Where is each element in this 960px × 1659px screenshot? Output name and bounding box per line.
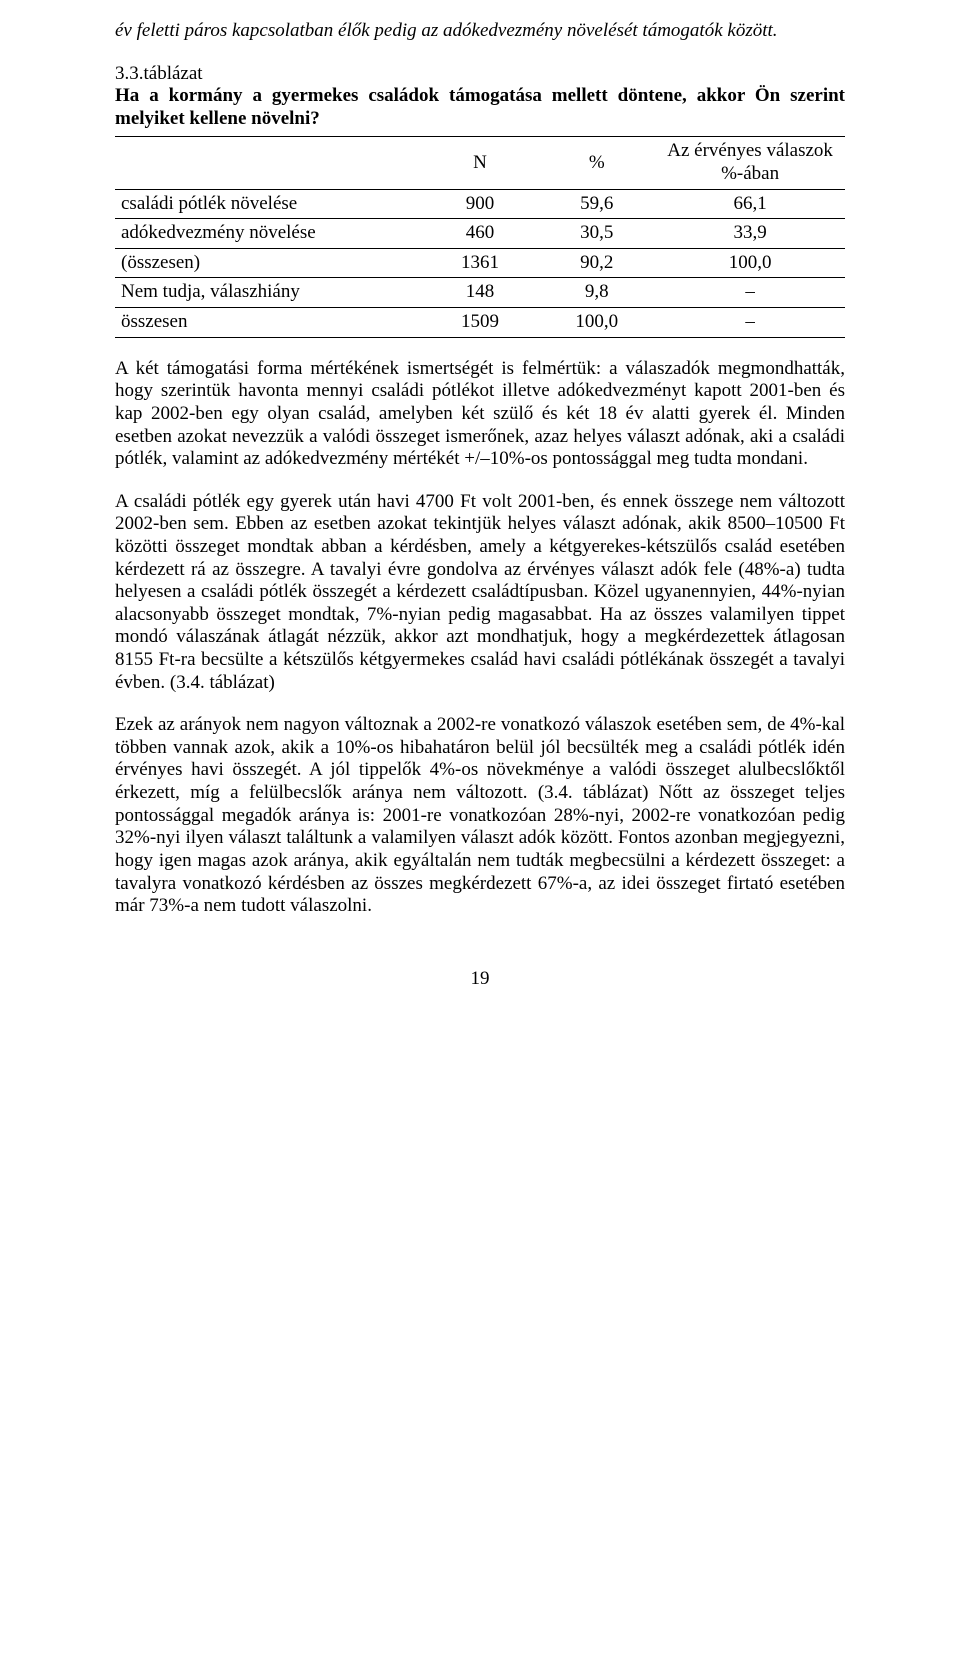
cell-pct: 30,5 bbox=[538, 219, 655, 249]
page-number: 19 bbox=[115, 968, 845, 991]
cell-pct: 90,2 bbox=[538, 248, 655, 278]
table-title: Ha a kormány a gyermekes családok támoga… bbox=[115, 85, 845, 130]
cell-pct: 100,0 bbox=[538, 308, 655, 338]
cell-pct: 9,8 bbox=[538, 278, 655, 308]
cell-label: (összesen) bbox=[115, 248, 422, 278]
cell-valid: – bbox=[655, 308, 845, 338]
paragraph-1: A két támogatási forma mértékének ismert… bbox=[115, 358, 845, 471]
table-row: adókedvezmény növelése 460 30,5 33,9 bbox=[115, 219, 845, 249]
th-valid: Az érvényes válaszok %-ában bbox=[655, 137, 845, 189]
paragraph-3: Ezek az arányok nem nagyon változnak a 2… bbox=[115, 714, 845, 917]
cell-valid: 33,9 bbox=[655, 219, 845, 249]
table-label: 3.3.táblázat bbox=[115, 63, 845, 86]
table-row: Nem tudja, válaszhiány 148 9,8 – bbox=[115, 278, 845, 308]
th-n: N bbox=[422, 137, 539, 189]
th-blank bbox=[115, 137, 422, 189]
table-row: családi pótlék növelése 900 59,6 66,1 bbox=[115, 189, 845, 219]
cell-valid: – bbox=[655, 278, 845, 308]
table-header-row: N % Az érvényes válaszok %-ában bbox=[115, 137, 845, 189]
th-pct: % bbox=[538, 137, 655, 189]
cell-n: 1509 bbox=[422, 308, 539, 338]
cell-n: 900 bbox=[422, 189, 539, 219]
cell-label: Nem tudja, válaszhiány bbox=[115, 278, 422, 308]
cell-label: családi pótlék növelése bbox=[115, 189, 422, 219]
cell-valid: 66,1 bbox=[655, 189, 845, 219]
cell-n: 1361 bbox=[422, 248, 539, 278]
table-row: összesen 1509 100,0 – bbox=[115, 308, 845, 338]
cell-n: 148 bbox=[422, 278, 539, 308]
intro-line: év feletti páros kapcsolatban élők pedig… bbox=[115, 20, 845, 43]
data-table: N % Az érvényes válaszok %-ában családi … bbox=[115, 136, 845, 337]
table-row: (összesen) 1361 90,2 100,0 bbox=[115, 248, 845, 278]
cell-n: 460 bbox=[422, 219, 539, 249]
cell-valid: 100,0 bbox=[655, 248, 845, 278]
paragraph-2: A családi pótlék egy gyerek után havi 47… bbox=[115, 491, 845, 694]
cell-pct: 59,6 bbox=[538, 189, 655, 219]
cell-label: adókedvezmény növelése bbox=[115, 219, 422, 249]
cell-label: összesen bbox=[115, 308, 422, 338]
